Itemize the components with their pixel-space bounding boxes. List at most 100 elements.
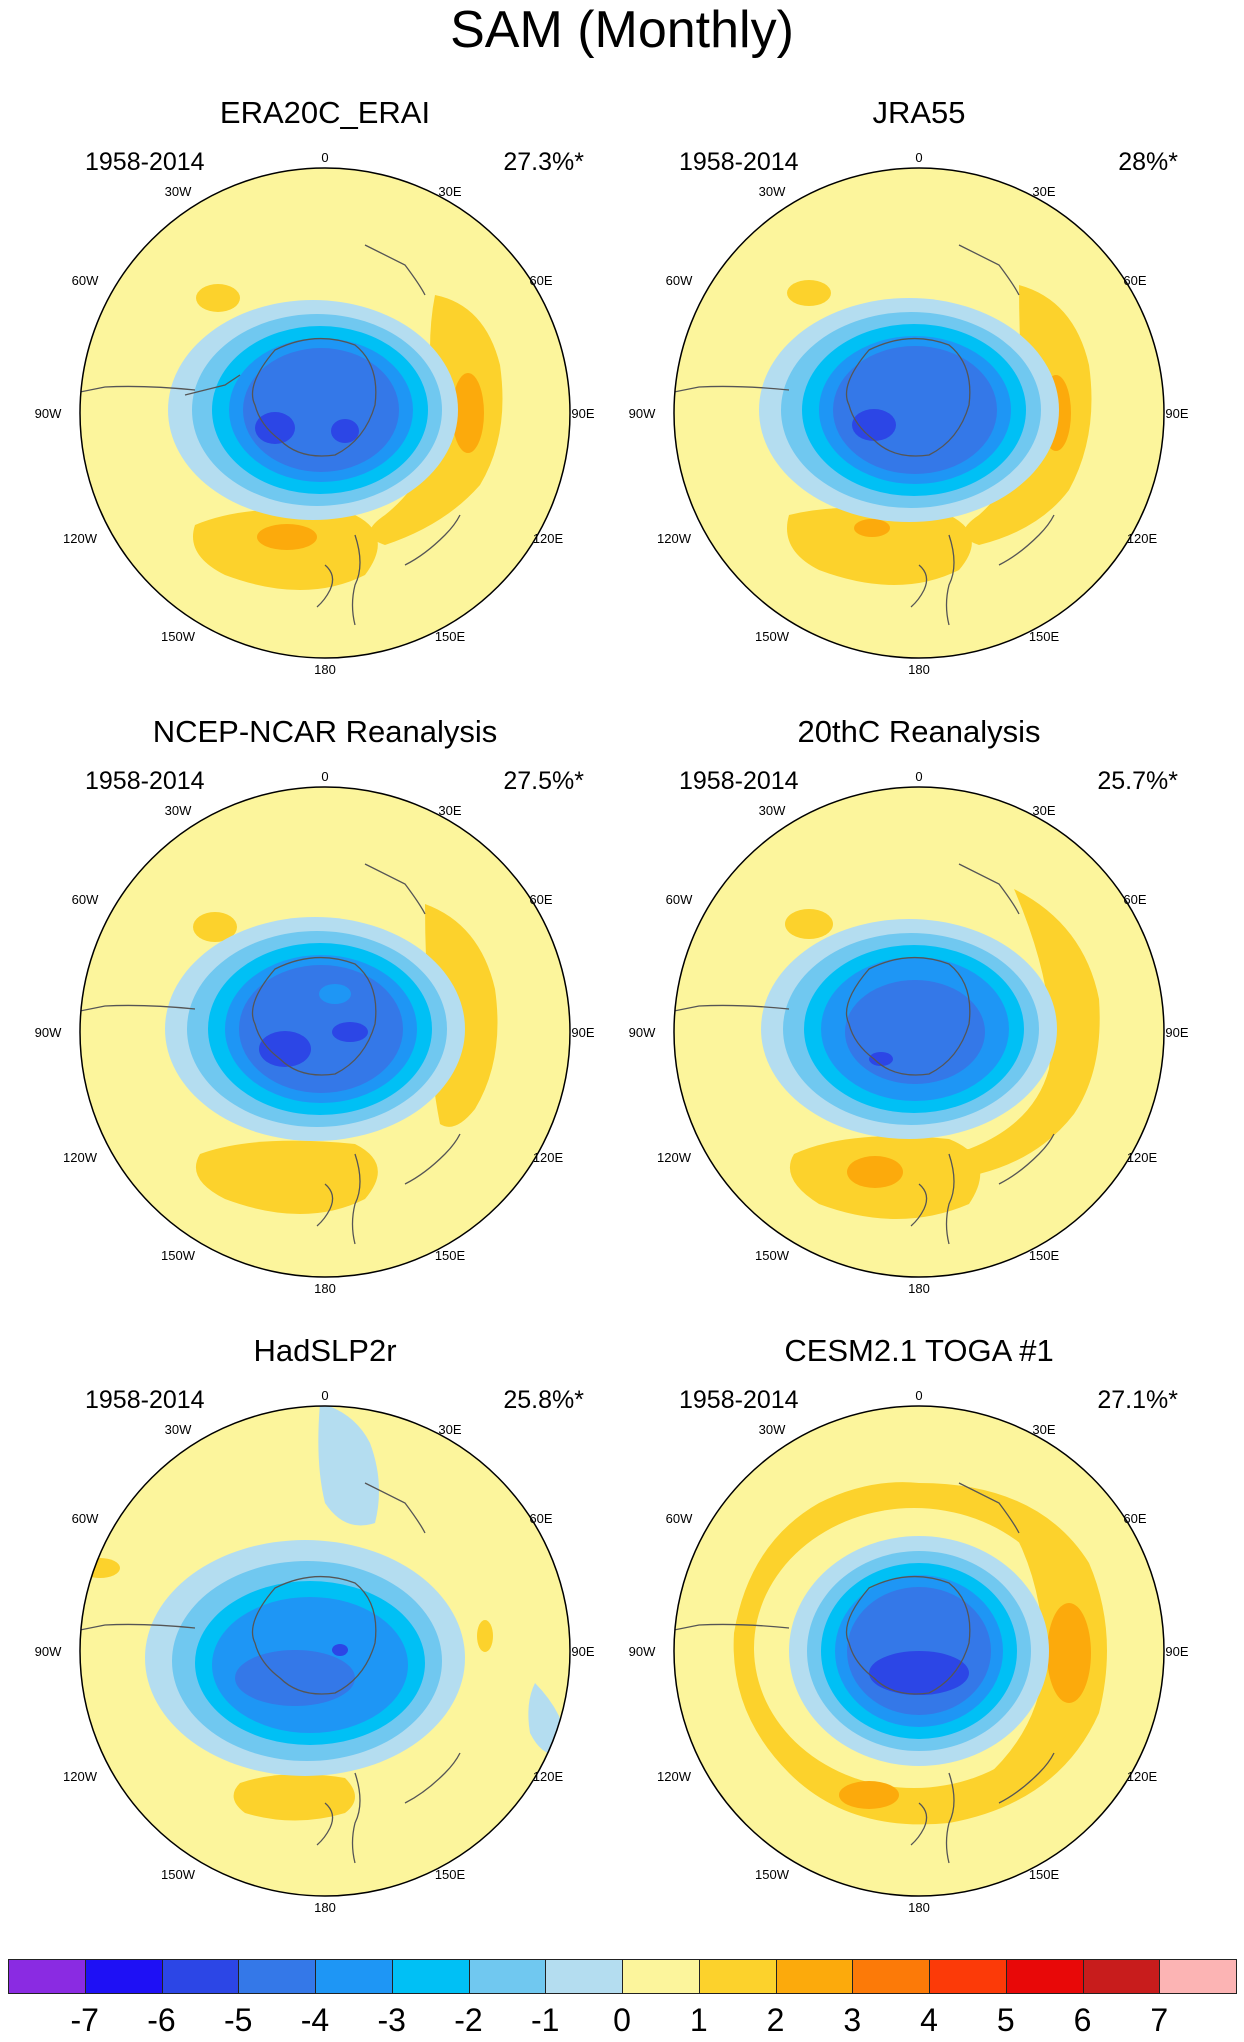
map-boundary xyxy=(673,167,1165,659)
lon-label-120e: 120E xyxy=(533,531,564,546)
colorbar-tick-label: 1 xyxy=(689,2002,708,2038)
positive-anomaly-west xyxy=(785,909,833,939)
map-boundary xyxy=(79,167,571,659)
colorbar-tick-label: 4 xyxy=(920,2002,938,2038)
lon-label-180: 180 xyxy=(314,662,336,677)
lon-label-30w: 30W xyxy=(165,1422,192,1437)
colorbar-tick-label: -4 xyxy=(300,2002,330,2038)
lon-label-30e: 30E xyxy=(438,803,461,818)
coastlines xyxy=(674,863,1055,1245)
panel-period: 1958-2014 xyxy=(85,148,205,176)
colorbar-swatch xyxy=(1005,1959,1084,1994)
negative-anomaly-core-1 xyxy=(255,412,295,444)
colorbar-tick-label: 0 xyxy=(613,2002,631,2038)
colorbar-swatch xyxy=(929,1959,1007,1994)
lon-label-30w: 30W xyxy=(759,803,786,818)
panel-period: 1958-2014 xyxy=(679,148,799,176)
map-panel-era20c-erai: ERA20C_ERAI 1958-2014 27.3%* xyxy=(25,95,625,715)
lon-label-150w: 150W xyxy=(161,629,196,644)
negative-anomaly-core-1 xyxy=(852,409,896,441)
map-panel-jra55: JRA55 1958-2014 28%* xyxy=(619,95,1219,715)
panel-variance: 27.5%* xyxy=(503,767,584,795)
negative-anomaly-core-2 xyxy=(331,419,359,443)
negative-anomaly-core-2 xyxy=(332,1022,368,1042)
negative-anomaly-core-1 xyxy=(332,1644,348,1656)
colorbar-swatch xyxy=(775,1959,854,1994)
longitude-labels: 0 30E 60E 90E 120E 150E 180 150W 120W 90… xyxy=(35,150,595,677)
polar-map: 0 30E 60E 90E 120E 150E 180 150W 120W 90… xyxy=(629,1388,1189,1915)
lon-label-0: 0 xyxy=(321,769,328,784)
colorbar-swatch xyxy=(84,1959,163,1994)
colorbar-swatch xyxy=(468,1959,547,1994)
lon-label-0: 0 xyxy=(321,150,328,165)
longitude-labels: 0 30E 60E 90E 120E 150E 180 150W 120W 90… xyxy=(35,1388,595,1915)
lon-label-60w: 60W xyxy=(666,1511,693,1526)
lon-label-150w: 150W xyxy=(755,1248,790,1263)
polar-map: 0 30E 60E 90E 120E 150E 180 150W 120W 90… xyxy=(35,769,595,1296)
negative-anomaly-ring-5 xyxy=(833,346,997,474)
negative-anomaly-core-1 xyxy=(869,1052,893,1066)
panel-variance: 28%* xyxy=(1118,148,1178,176)
lon-label-180: 180 xyxy=(908,1281,930,1296)
colorbar-tick-label: -6 xyxy=(147,2002,176,2038)
lon-label-180: 180 xyxy=(314,1900,336,1915)
lon-label-120w: 120W xyxy=(657,1150,692,1165)
positive-anomaly-west xyxy=(196,284,240,312)
colorbar-tick-label: 5 xyxy=(996,2002,1015,2038)
map-boundary xyxy=(673,1405,1165,1897)
lon-label-90e: 90E xyxy=(571,1644,594,1659)
colorbar: -7 -6 -5 -4 -3 -2 -1 0 1 2 3 4 5 6 7 xyxy=(8,1959,1237,2038)
lon-label-90w: 90W xyxy=(35,406,62,421)
map-boundary xyxy=(79,786,571,1278)
lon-label-0: 0 xyxy=(321,1388,328,1403)
lon-label-60w: 60W xyxy=(72,1511,99,1526)
lon-label-120w: 120W xyxy=(657,531,692,546)
lon-label-90e: 90E xyxy=(1165,1644,1188,1659)
positive-anomaly-east xyxy=(477,1620,493,1652)
lon-label-150w: 150W xyxy=(755,629,790,644)
colorbar-tick-label: -1 xyxy=(531,2002,560,2038)
positive-anomaly-core-east xyxy=(452,373,484,453)
lon-label-120w: 120W xyxy=(657,1769,692,1784)
colorbar-swatch xyxy=(315,1959,393,1994)
lon-label-0: 0 xyxy=(915,769,922,784)
positive-anomaly-west xyxy=(80,1558,120,1578)
coastlines xyxy=(80,244,461,626)
colorbar-swatch xyxy=(622,1959,700,1994)
colorbar-swatch xyxy=(391,1959,470,1994)
negative-anomaly-ring-5 xyxy=(243,348,399,472)
map-panel-cesm21-toga-1: CESM2.1 TOGA #1 1958-2014 27.1%* xyxy=(619,1333,1219,1953)
lon-label-150e: 150E xyxy=(435,1867,466,1882)
lon-label-120w: 120W xyxy=(63,1150,98,1165)
lon-label-60e: 60E xyxy=(1123,1511,1146,1526)
panel-title: HadSLP2r xyxy=(253,1333,397,1368)
lon-label-150w: 150W xyxy=(161,1248,196,1263)
map-panel-hadslp2r: HadSLP2r 1958-2014 25.8%* xyxy=(25,1333,625,1953)
lon-label-30w: 30W xyxy=(759,184,786,199)
panel-variance: 25.7%* xyxy=(1097,767,1178,795)
lon-label-150e: 150E xyxy=(435,1248,466,1263)
positive-anomaly-east-arc xyxy=(859,889,1100,1179)
lon-label-60w: 60W xyxy=(666,273,693,288)
colorbar-tick-label: 7 xyxy=(1150,2002,1169,2038)
lon-label-120w: 120W xyxy=(63,531,98,546)
lon-label-90e: 90E xyxy=(571,406,594,421)
lon-label-150e: 150E xyxy=(1029,1867,1060,1882)
lon-label-120e: 120E xyxy=(1127,531,1158,546)
negative-anomaly-core-1 xyxy=(259,1031,311,1067)
colorbar-swatch xyxy=(161,1959,240,1994)
lon-label-180: 180 xyxy=(908,662,930,677)
positive-anomaly-west xyxy=(193,912,237,942)
positive-anomaly-south xyxy=(787,507,972,585)
lon-label-60e: 60E xyxy=(529,892,552,907)
colorbar-tick-label: -5 xyxy=(224,2002,253,2038)
lon-label-60e: 60E xyxy=(1123,273,1146,288)
negative-anomaly-ring-5 xyxy=(235,1650,355,1706)
negative-anomaly-ring-5 xyxy=(845,980,985,1084)
lon-label-90e: 90E xyxy=(571,1025,594,1040)
lon-label-0: 0 xyxy=(915,1388,922,1403)
polar-map: 0 30E 60E 90E 120E 150E 180 150W 120W 90… xyxy=(35,1388,595,1915)
panel-period: 1958-2014 xyxy=(679,767,799,795)
positive-anomaly-west xyxy=(787,280,831,306)
lon-label-90e: 90E xyxy=(1165,1025,1188,1040)
